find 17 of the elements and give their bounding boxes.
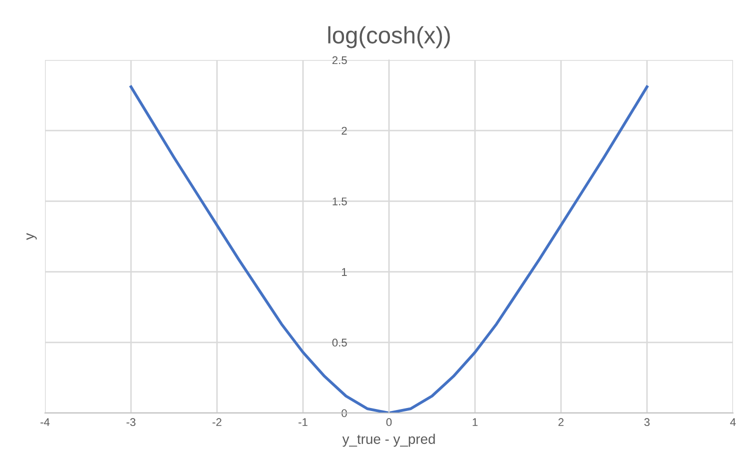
x-tick-label: -1 [298, 418, 308, 426]
x-tick-label: 0 [386, 418, 392, 426]
x-tick-label: -4 [40, 418, 50, 426]
x-tick-label: 4 [730, 418, 736, 426]
y-tick-label: 1 [342, 268, 347, 276]
chart-title: log(cosh(x)) [328, 26, 450, 48]
y-tick-label: 1.5 [332, 198, 347, 206]
x-tick-label: 1 [472, 418, 478, 426]
x-tick-label: 3 [644, 418, 650, 426]
y-tick-label: 2.5 [332, 56, 347, 64]
x-axis-title: y_true - y_pred [342, 434, 435, 447]
x-tick-label: -2 [212, 418, 222, 426]
x-tick-label: -3 [126, 418, 136, 426]
x-tick-label: 2 [558, 418, 564, 426]
y-tick-label: 2 [342, 126, 347, 135]
y-axis-title: y [26, 233, 37, 240]
y-tick-label: 0.5 [332, 338, 347, 347]
